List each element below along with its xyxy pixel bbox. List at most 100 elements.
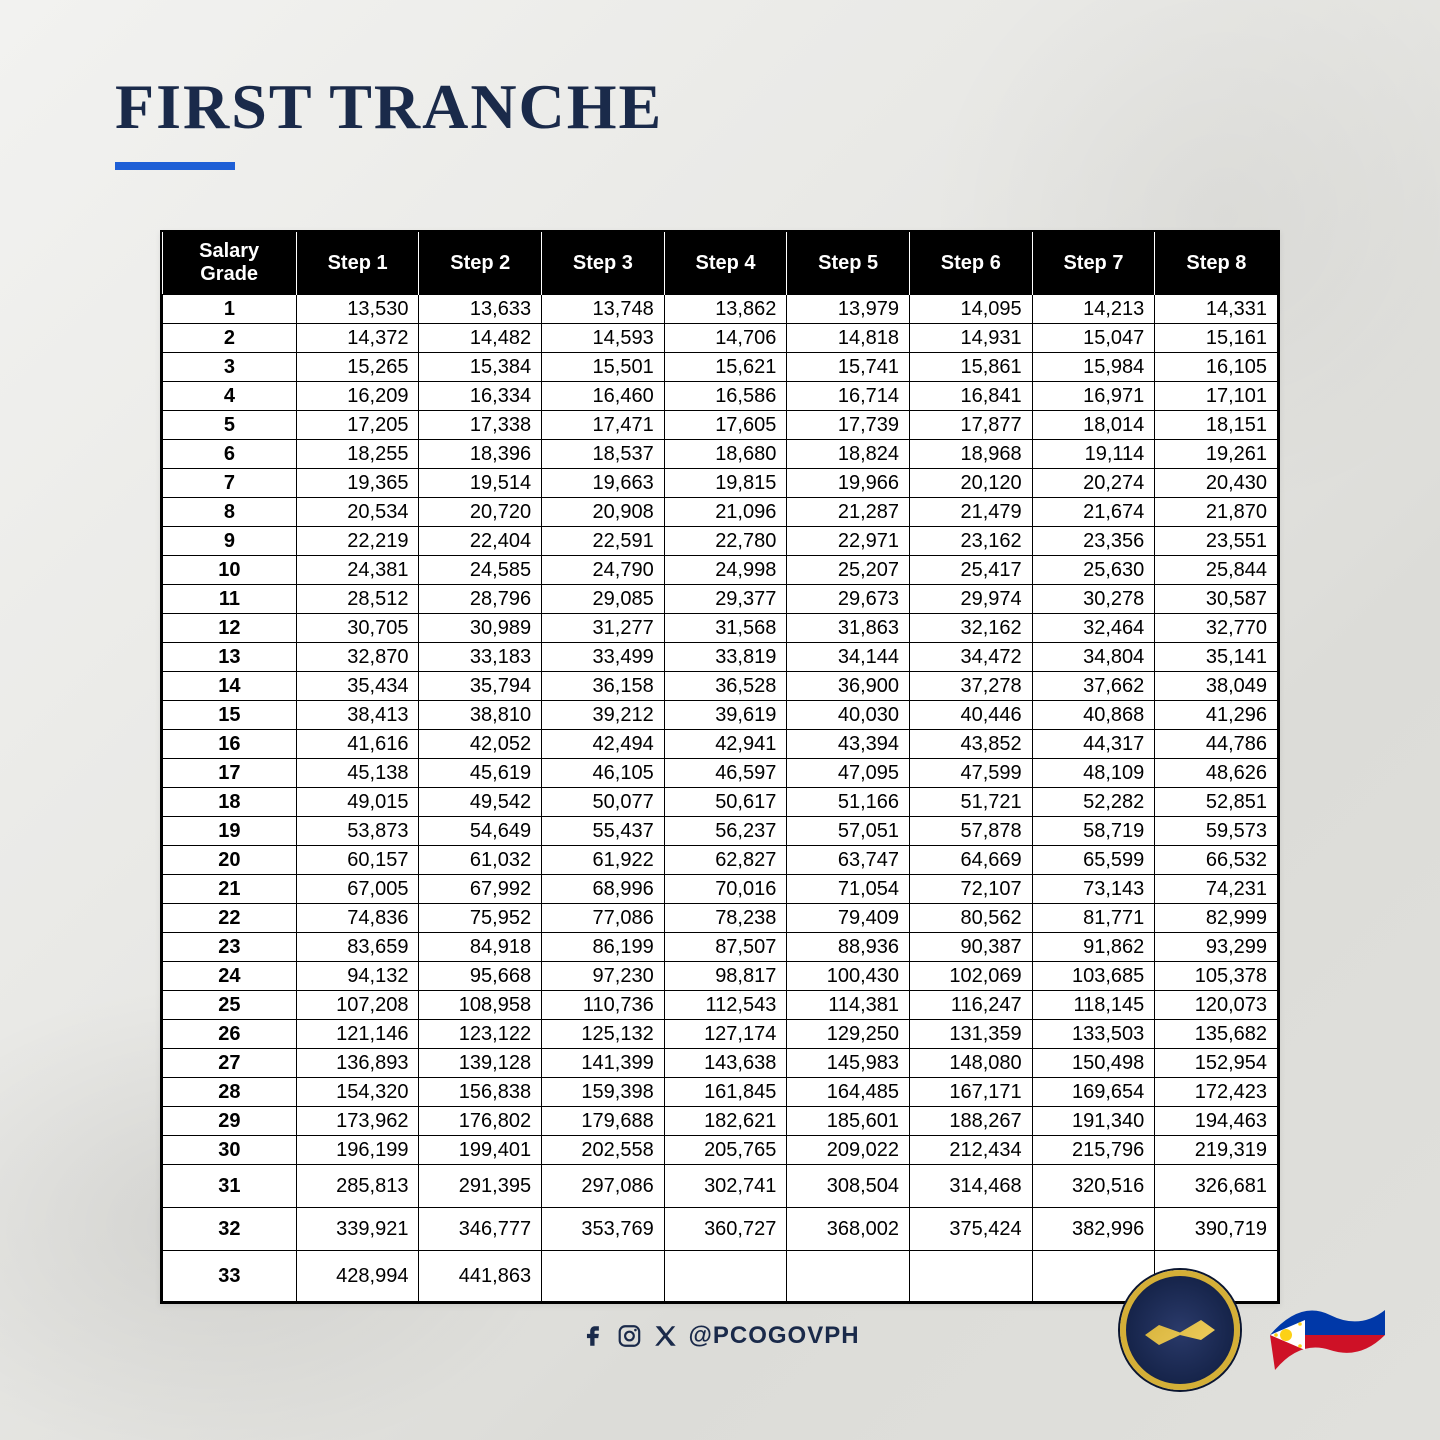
value-cell: 58,719 — [1032, 817, 1155, 846]
grade-cell: 22 — [163, 904, 297, 933]
value-cell: 14,706 — [664, 324, 787, 353]
value-cell: 173,962 — [296, 1107, 419, 1136]
value-cell: 35,141 — [1155, 643, 1278, 672]
value-cell: 24,381 — [296, 556, 419, 585]
value-cell: 64,669 — [910, 846, 1033, 875]
value-cell: 15,984 — [1032, 353, 1155, 382]
value-cell: 53,873 — [296, 817, 419, 846]
value-cell: 71,054 — [787, 875, 910, 904]
x-icon — [652, 1323, 678, 1349]
value-cell: 15,047 — [1032, 324, 1155, 353]
grade-cell: 11 — [163, 585, 297, 614]
value-cell: 75,952 — [419, 904, 542, 933]
value-cell: 88,936 — [787, 933, 910, 962]
value-cell: 37,278 — [910, 672, 1033, 701]
value-cell: 18,014 — [1032, 411, 1155, 440]
value-cell: 34,144 — [787, 643, 910, 672]
value-cell: 63,747 — [787, 846, 910, 875]
col-header-step-3: Step 3 — [542, 232, 665, 295]
value-cell: 20,120 — [910, 469, 1033, 498]
value-cell: 86,199 — [542, 933, 665, 962]
value-cell: 46,597 — [664, 759, 787, 788]
value-cell: 52,282 — [1032, 788, 1155, 817]
value-cell: 202,558 — [542, 1136, 665, 1165]
grade-cell: 18 — [163, 788, 297, 817]
value-cell: 44,786 — [1155, 730, 1278, 759]
grade-cell: 6 — [163, 440, 297, 469]
value-cell: 90,387 — [910, 933, 1033, 962]
instagram-icon — [616, 1323, 642, 1349]
value-cell: 97,230 — [542, 962, 665, 991]
value-cell: 136,893 — [296, 1049, 419, 1078]
value-cell: 42,941 — [664, 730, 787, 759]
value-cell: 179,688 — [542, 1107, 665, 1136]
value-cell: 164,485 — [787, 1078, 910, 1107]
col-header-step-7: Step 7 — [1032, 232, 1155, 295]
value-cell: 16,105 — [1155, 353, 1278, 382]
value-cell: 41,296 — [1155, 701, 1278, 730]
value-cell: 67,005 — [296, 875, 419, 904]
col-header-grade: SalaryGrade — [163, 232, 297, 295]
value-cell: 110,736 — [542, 991, 665, 1020]
value-cell: 57,051 — [787, 817, 910, 846]
value-cell: 302,741 — [664, 1165, 787, 1208]
value-cell: 42,494 — [542, 730, 665, 759]
value-cell: 44,317 — [1032, 730, 1155, 759]
grade-cell: 15 — [163, 701, 297, 730]
value-cell: 78,238 — [664, 904, 787, 933]
value-cell: 32,870 — [296, 643, 419, 672]
value-cell: 33,819 — [664, 643, 787, 672]
value-cell: 16,460 — [542, 382, 665, 411]
value-cell: 20,908 — [542, 498, 665, 527]
value-cell: 68,996 — [542, 875, 665, 904]
value-cell: 16,586 — [664, 382, 787, 411]
table-row: 32339,921346,777353,769360,727368,002375… — [163, 1208, 1278, 1251]
value-cell: 194,463 — [1155, 1107, 1278, 1136]
value-cell: 29,673 — [787, 585, 910, 614]
value-cell: 48,626 — [1155, 759, 1278, 788]
value-cell: 13,530 — [296, 295, 419, 324]
value-cell: 191,340 — [1032, 1107, 1155, 1136]
table-row: 1024,38124,58524,79024,99825,20725,41725… — [163, 556, 1278, 585]
value-cell: 72,107 — [910, 875, 1033, 904]
table-row: 618,25518,39618,53718,68018,82418,96819,… — [163, 440, 1278, 469]
table-row: 820,53420,72020,90821,09621,28721,47921,… — [163, 498, 1278, 527]
col-header-step-1: Step 1 — [296, 232, 419, 295]
table-row: 25107,208108,958110,736112,543114,381116… — [163, 991, 1278, 1020]
value-cell: 50,077 — [542, 788, 665, 817]
grade-cell: 20 — [163, 846, 297, 875]
value-cell: 51,166 — [787, 788, 910, 817]
value-cell: 20,430 — [1155, 469, 1278, 498]
value-cell: 25,417 — [910, 556, 1033, 585]
table-row: 922,21922,40422,59122,78022,97123,16223,… — [163, 527, 1278, 556]
value-cell: 54,649 — [419, 817, 542, 846]
value-cell: 61,922 — [542, 846, 665, 875]
value-cell: 20,274 — [1032, 469, 1155, 498]
value-cell: 39,212 — [542, 701, 665, 730]
value-cell: 167,171 — [910, 1078, 1033, 1107]
value-cell: 19,815 — [664, 469, 787, 498]
seal-quill-icon — [1145, 1305, 1215, 1355]
value-cell: 55,437 — [542, 817, 665, 846]
table-row: 113,53013,63313,74813,86213,97914,09514,… — [163, 295, 1278, 324]
value-cell: 17,101 — [1155, 382, 1278, 411]
value-cell: 14,372 — [296, 324, 419, 353]
value-cell: 30,989 — [419, 614, 542, 643]
value-cell: 13,748 — [542, 295, 665, 324]
grade-cell: 28 — [163, 1078, 297, 1107]
value-cell: 47,095 — [787, 759, 910, 788]
value-cell: 18,537 — [542, 440, 665, 469]
value-cell: 16,841 — [910, 382, 1033, 411]
value-cell: 16,714 — [787, 382, 910, 411]
value-cell: 48,109 — [1032, 759, 1155, 788]
value-cell: 23,551 — [1155, 527, 1278, 556]
value-cell: 73,143 — [1032, 875, 1155, 904]
value-cell: 114,381 — [787, 991, 910, 1020]
value-cell: 375,424 — [910, 1208, 1033, 1251]
value-cell: 34,804 — [1032, 643, 1155, 672]
value-cell: 31,863 — [787, 614, 910, 643]
value-cell: 285,813 — [296, 1165, 419, 1208]
table-row: 719,36519,51419,66319,81519,96620,12020,… — [163, 469, 1278, 498]
value-cell: 45,138 — [296, 759, 419, 788]
value-cell: 159,398 — [542, 1078, 665, 1107]
